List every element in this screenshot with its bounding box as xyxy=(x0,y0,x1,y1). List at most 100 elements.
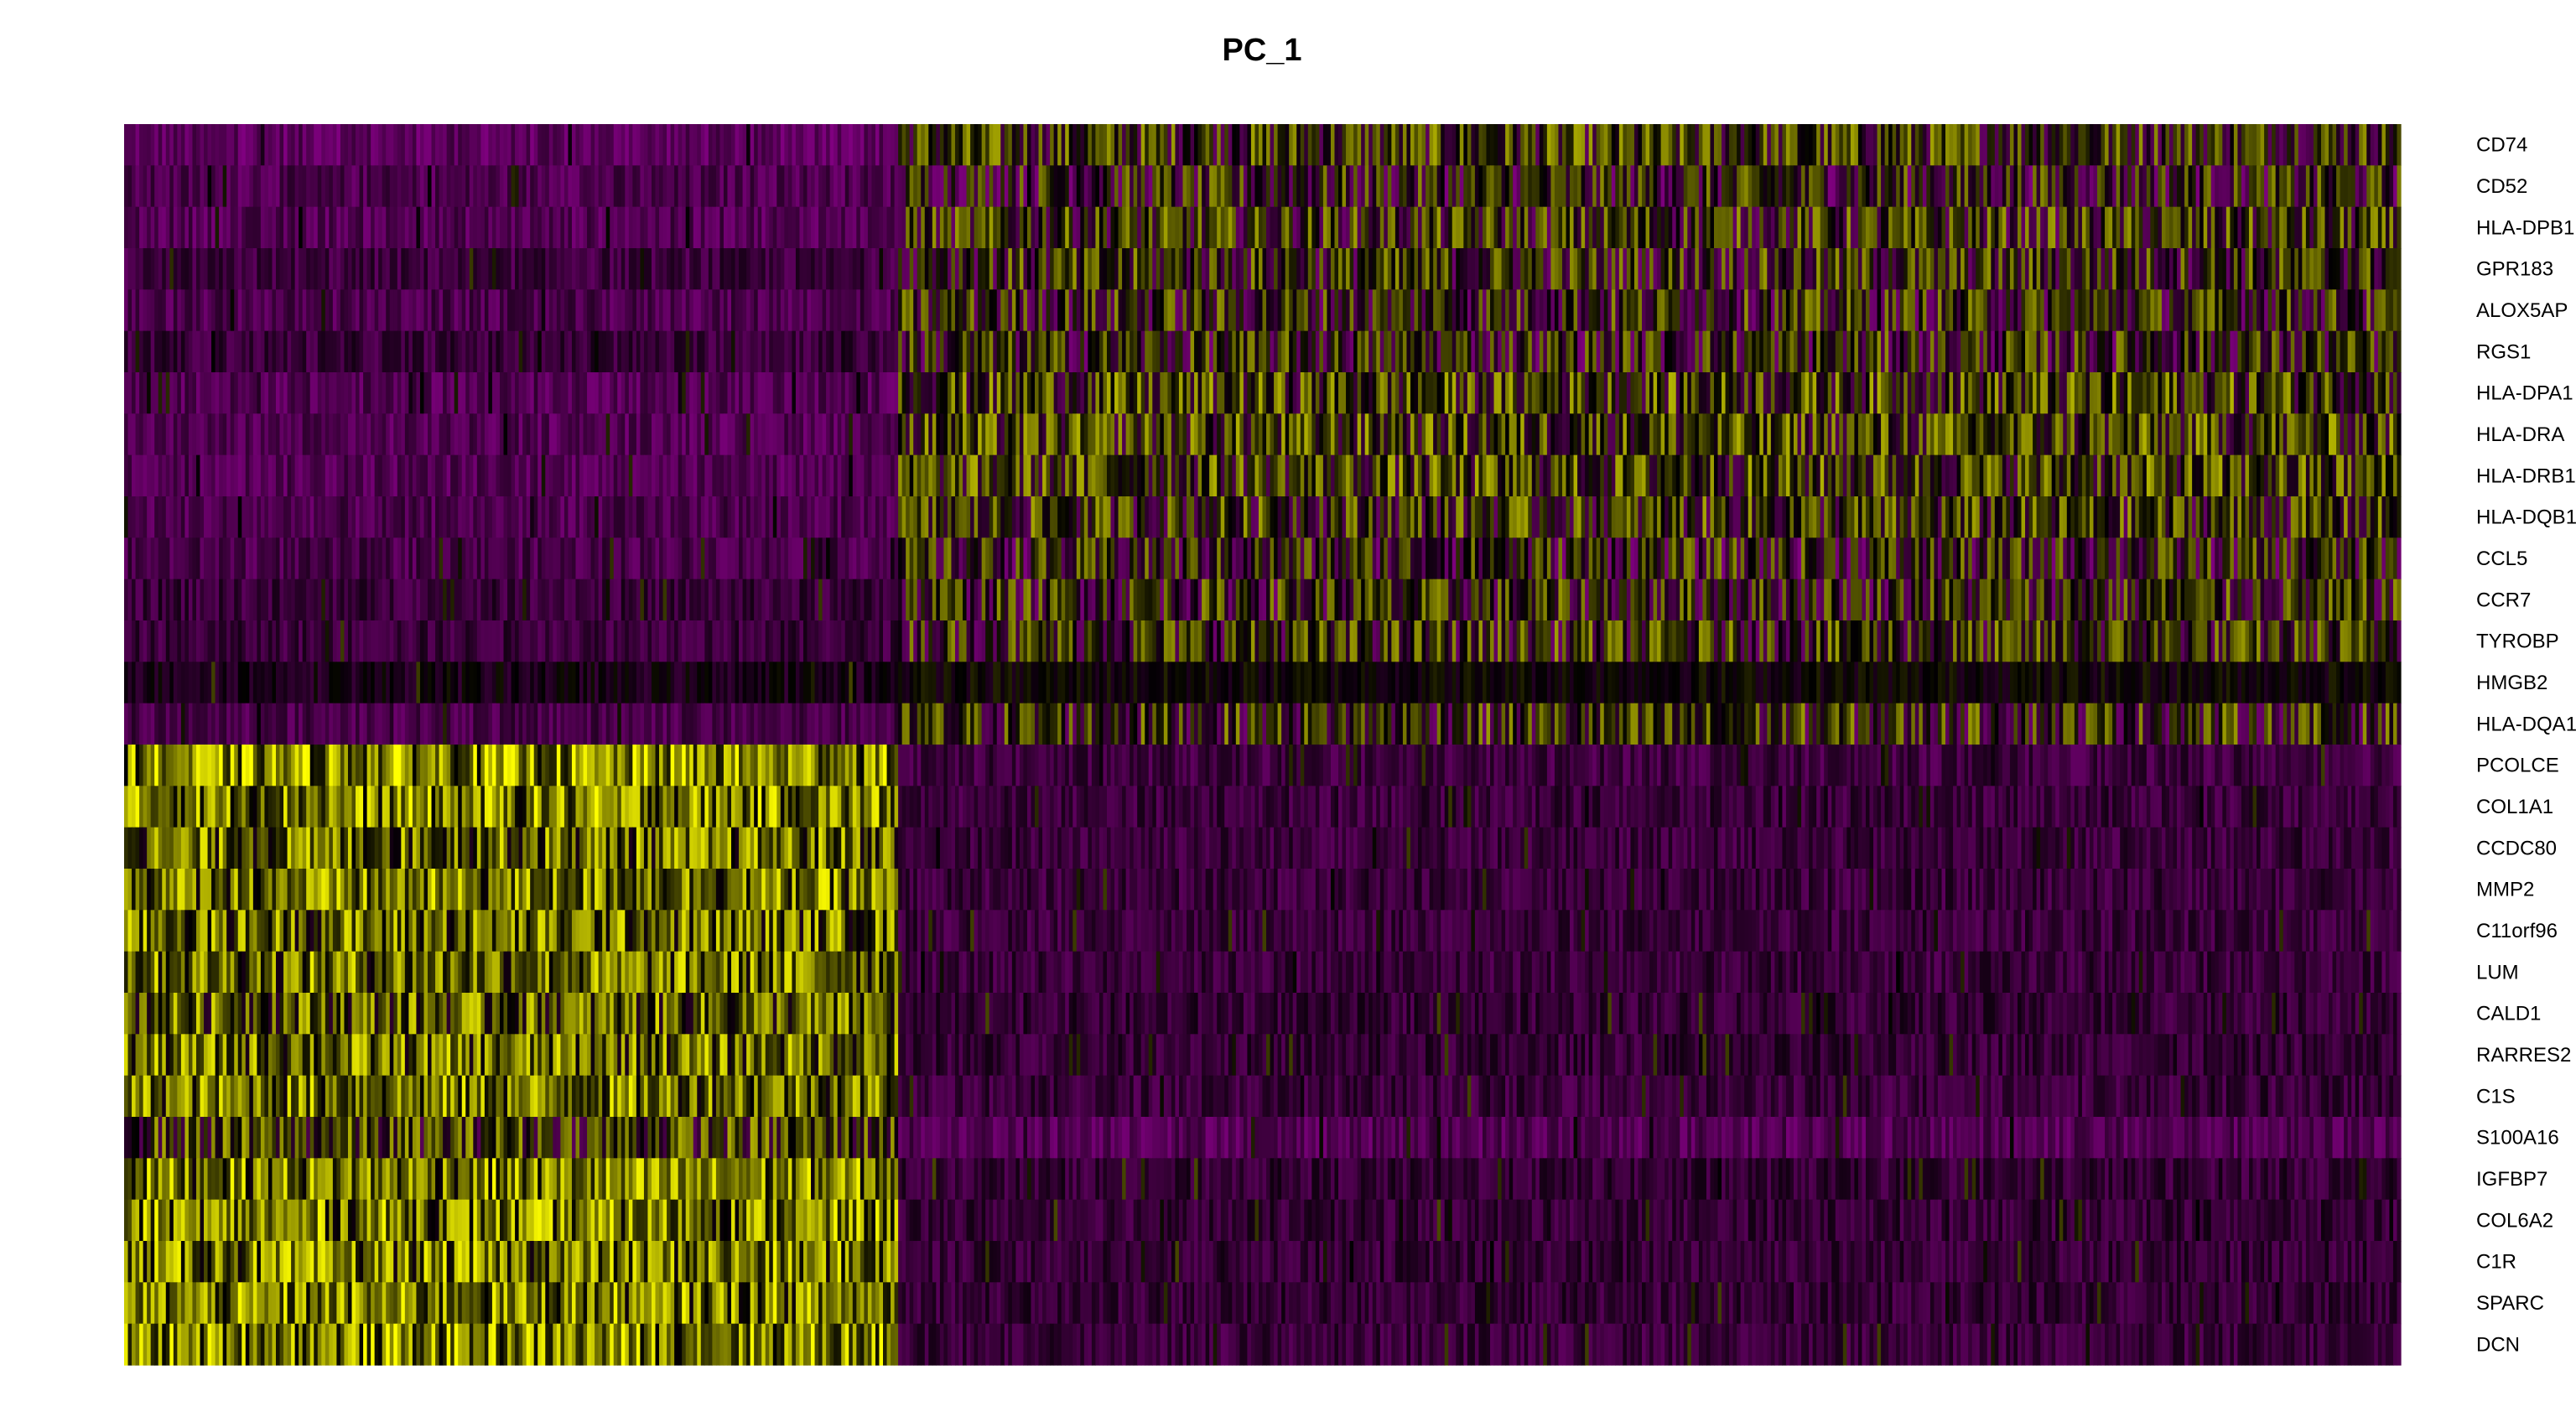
heatmap-cell xyxy=(924,124,929,166)
heatmap-cell xyxy=(913,413,918,456)
heatmap-cell xyxy=(662,454,667,497)
heatmap-cell xyxy=(2366,330,2371,373)
heatmap-cell xyxy=(2158,413,2163,456)
heatmap-cell xyxy=(1035,248,1040,290)
heatmap-cell xyxy=(264,206,269,249)
heatmap-cell xyxy=(1713,124,1719,166)
heatmap-cell xyxy=(2021,124,2026,166)
heatmap-cell xyxy=(1463,124,1468,166)
heatmap-cell xyxy=(1213,372,1218,414)
heatmap-cell xyxy=(428,248,433,290)
heatmap-cell xyxy=(1516,124,1521,166)
heatmap-cell xyxy=(1630,248,1635,290)
heatmap-cell xyxy=(2040,330,2045,373)
heatmap-cell xyxy=(1767,248,1772,290)
heatmap-cell xyxy=(1505,206,1510,249)
heatmap-cell xyxy=(2028,248,2033,290)
heatmap-cell xyxy=(1926,206,1931,249)
heatmap-cell xyxy=(173,206,178,249)
heatmap-cell xyxy=(1315,206,1320,249)
heatmap-cell xyxy=(192,330,197,373)
heatmap-cell xyxy=(818,206,823,249)
heatmap-cell xyxy=(378,165,383,208)
heatmap-cell xyxy=(302,413,307,456)
heatmap-cell xyxy=(2051,330,2056,373)
heatmap-cell xyxy=(2267,330,2272,373)
heatmap-cell xyxy=(1353,206,1358,249)
heatmap-cell xyxy=(571,206,577,249)
heatmap-cell xyxy=(1657,413,1662,456)
heatmap-cell xyxy=(1050,372,1055,414)
heatmap-cell xyxy=(522,124,527,166)
heatmap-cell xyxy=(2374,289,2379,332)
heatmap-cell xyxy=(132,289,137,332)
heatmap-cell xyxy=(1490,248,1495,290)
heatmap-cell xyxy=(1607,413,1613,456)
heatmap-cell xyxy=(757,330,762,373)
heatmap-cell xyxy=(685,330,690,373)
heatmap-cell xyxy=(204,124,209,166)
heatmap-cell xyxy=(332,289,338,332)
heatmap-cell xyxy=(267,206,273,249)
heatmap-cell xyxy=(2150,413,2155,456)
heatmap-cell xyxy=(1953,289,1958,332)
heatmap-cell xyxy=(1785,124,1791,166)
heatmap-cell xyxy=(2006,372,2011,414)
heatmap-cell xyxy=(1794,330,1799,373)
heatmap-cell xyxy=(1399,124,1404,166)
heatmap-cell xyxy=(993,248,998,290)
heatmap-cell xyxy=(826,124,831,166)
heatmap-cell xyxy=(2192,330,2197,373)
heatmap-cell xyxy=(192,289,197,332)
heatmap-cell xyxy=(1991,165,1996,208)
heatmap-cell xyxy=(780,289,785,332)
heatmap-cell xyxy=(792,248,797,290)
heatmap-cell xyxy=(1877,372,1882,414)
heatmap-cell xyxy=(2298,165,2303,208)
heatmap-cell xyxy=(613,124,618,166)
heatmap-cell xyxy=(2233,330,2239,373)
heatmap-cell xyxy=(1353,330,1358,373)
heatmap-cell xyxy=(1311,124,1317,166)
heatmap-cell xyxy=(336,372,341,414)
heatmap-cell xyxy=(1531,330,1536,373)
heatmap-cell xyxy=(708,330,713,373)
heatmap-cell xyxy=(1232,413,1237,456)
heatmap-cell xyxy=(1379,413,1384,456)
heatmap-cell xyxy=(1827,248,1832,290)
heatmap-cell xyxy=(2283,124,2288,166)
heatmap-cell xyxy=(951,124,956,166)
heatmap-cell xyxy=(150,165,155,208)
heatmap-cell xyxy=(2385,124,2391,166)
heatmap-cell xyxy=(1899,248,1904,290)
heatmap-cell xyxy=(1611,289,1616,332)
heatmap-cell xyxy=(465,454,470,497)
heatmap-cell xyxy=(1907,248,1912,290)
heatmap-cell xyxy=(602,454,607,497)
heatmap-cell xyxy=(1638,330,1643,373)
heatmap-cell xyxy=(1254,372,1259,414)
heatmap-cell xyxy=(792,206,797,249)
heatmap-cell xyxy=(1118,372,1123,414)
heatmap-cell xyxy=(1478,330,1483,373)
heatmap-cell xyxy=(1824,330,1829,373)
heatmap-cell xyxy=(1596,413,1601,456)
heatmap-cell xyxy=(1368,372,1374,414)
heatmap-cell xyxy=(981,165,986,208)
heatmap-cell xyxy=(1501,413,1506,456)
heatmap-cell xyxy=(844,330,849,373)
heatmap-cell xyxy=(412,372,418,414)
heatmap-cell xyxy=(1190,165,1195,208)
heatmap-cell xyxy=(1410,289,1415,332)
heatmap-cell xyxy=(1015,413,1021,456)
heatmap-cell xyxy=(993,330,998,373)
heatmap-cell xyxy=(1372,248,1377,290)
heatmap-cell xyxy=(610,248,615,290)
heatmap-cell xyxy=(2120,372,2125,414)
heatmap-cell xyxy=(1486,165,1491,208)
heatmap-cell xyxy=(1474,206,1480,249)
heatmap-cell xyxy=(1452,124,1457,166)
heatmap-cell xyxy=(963,248,968,290)
heatmap-cell xyxy=(1187,206,1192,249)
heatmap-cell xyxy=(2389,413,2394,456)
